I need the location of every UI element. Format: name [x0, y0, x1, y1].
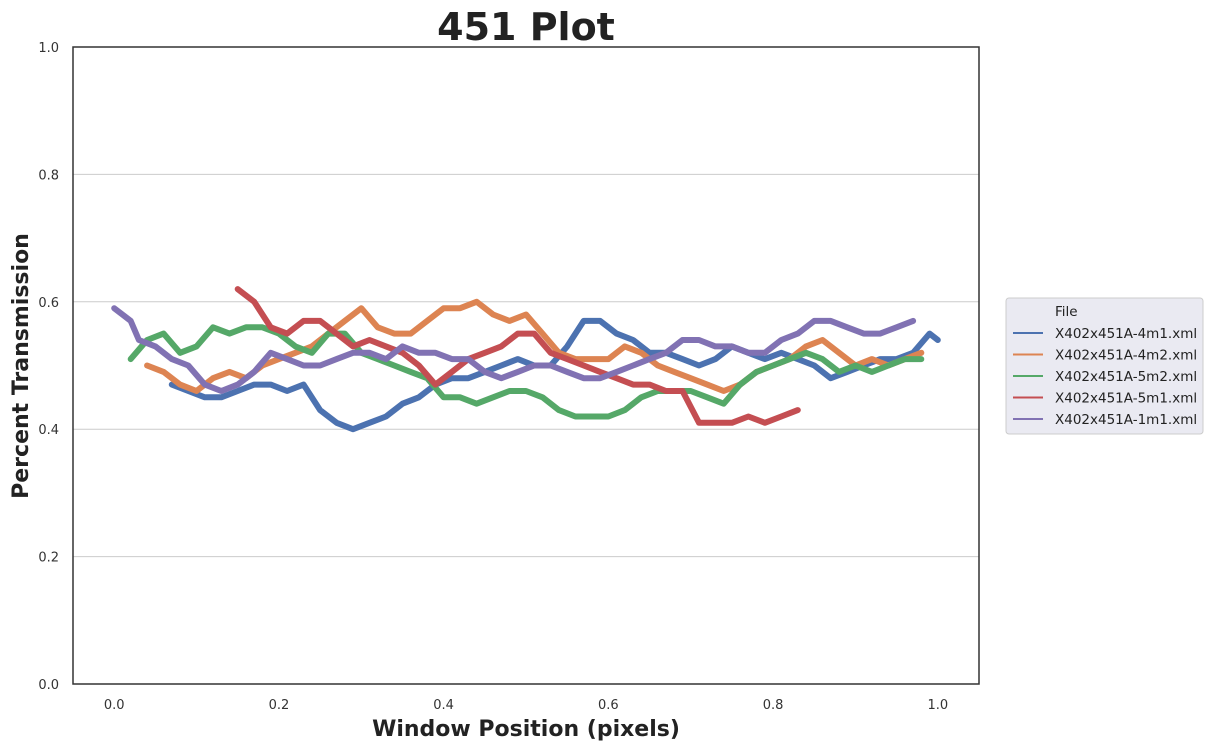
y-axis-label: Percent Transmission — [9, 233, 34, 499]
x-tick-label: 0.8 — [763, 698, 784, 713]
legend-label: X402x451A-5m1.xml — [1055, 391, 1197, 407]
y-tick-labels: 0.0 0.2 0.4 0.6 0.8 1.0 — [38, 41, 59, 693]
y-tick-label: 0.0 — [38, 678, 59, 693]
y-tick-label: 0.4 — [38, 423, 59, 438]
legend-label: X402x451A-4m2.xml — [1055, 348, 1197, 364]
series-line-4 — [234, 286, 801, 426]
series-group — [111, 286, 941, 433]
x-tick-label: 0.6 — [598, 698, 619, 713]
plot-frame — [72, 46, 980, 685]
x-tick-labels: 0.0 0.2 0.4 0.6 0.8 1.0 — [104, 698, 948, 713]
legend-items: X402x451A-4m1.xml X402x451A-4m2.xml X402x4… — [1013, 326, 1197, 428]
x-tick-label: 0.0 — [104, 698, 125, 713]
y-tick-label: 0.8 — [38, 168, 59, 183]
x-tick-label: 0.2 — [269, 698, 290, 713]
series-line-3 — [127, 324, 925, 420]
x-tick-label: 1.0 — [927, 698, 948, 713]
legend-title: File — [1055, 304, 1078, 320]
legend: File X402x451A-4m1.xmlX402x451A-4m2.xmlX… — [1005, 297, 1204, 435]
legend-box — [1005, 297, 1204, 435]
y-tick-label: 0.6 — [38, 296, 59, 311]
y-tick-label: 0.2 — [38, 551, 59, 566]
series-line-5 — [111, 305, 917, 394]
y-tick-label: 1.0 — [38, 41, 59, 56]
legend-label: X402x451A-1m1.xml — [1055, 412, 1197, 428]
chart-title: 451 Plot — [437, 5, 615, 49]
x-tick-label: 0.4 — [433, 698, 454, 713]
legend-label: X402x451A-5m2.xml — [1055, 369, 1197, 385]
legend-label: X402x451A-4m1.xml — [1055, 326, 1197, 342]
grid-lines — [73, 173, 979, 558]
x-axis-label: Window Position (pixels) — [372, 717, 680, 742]
